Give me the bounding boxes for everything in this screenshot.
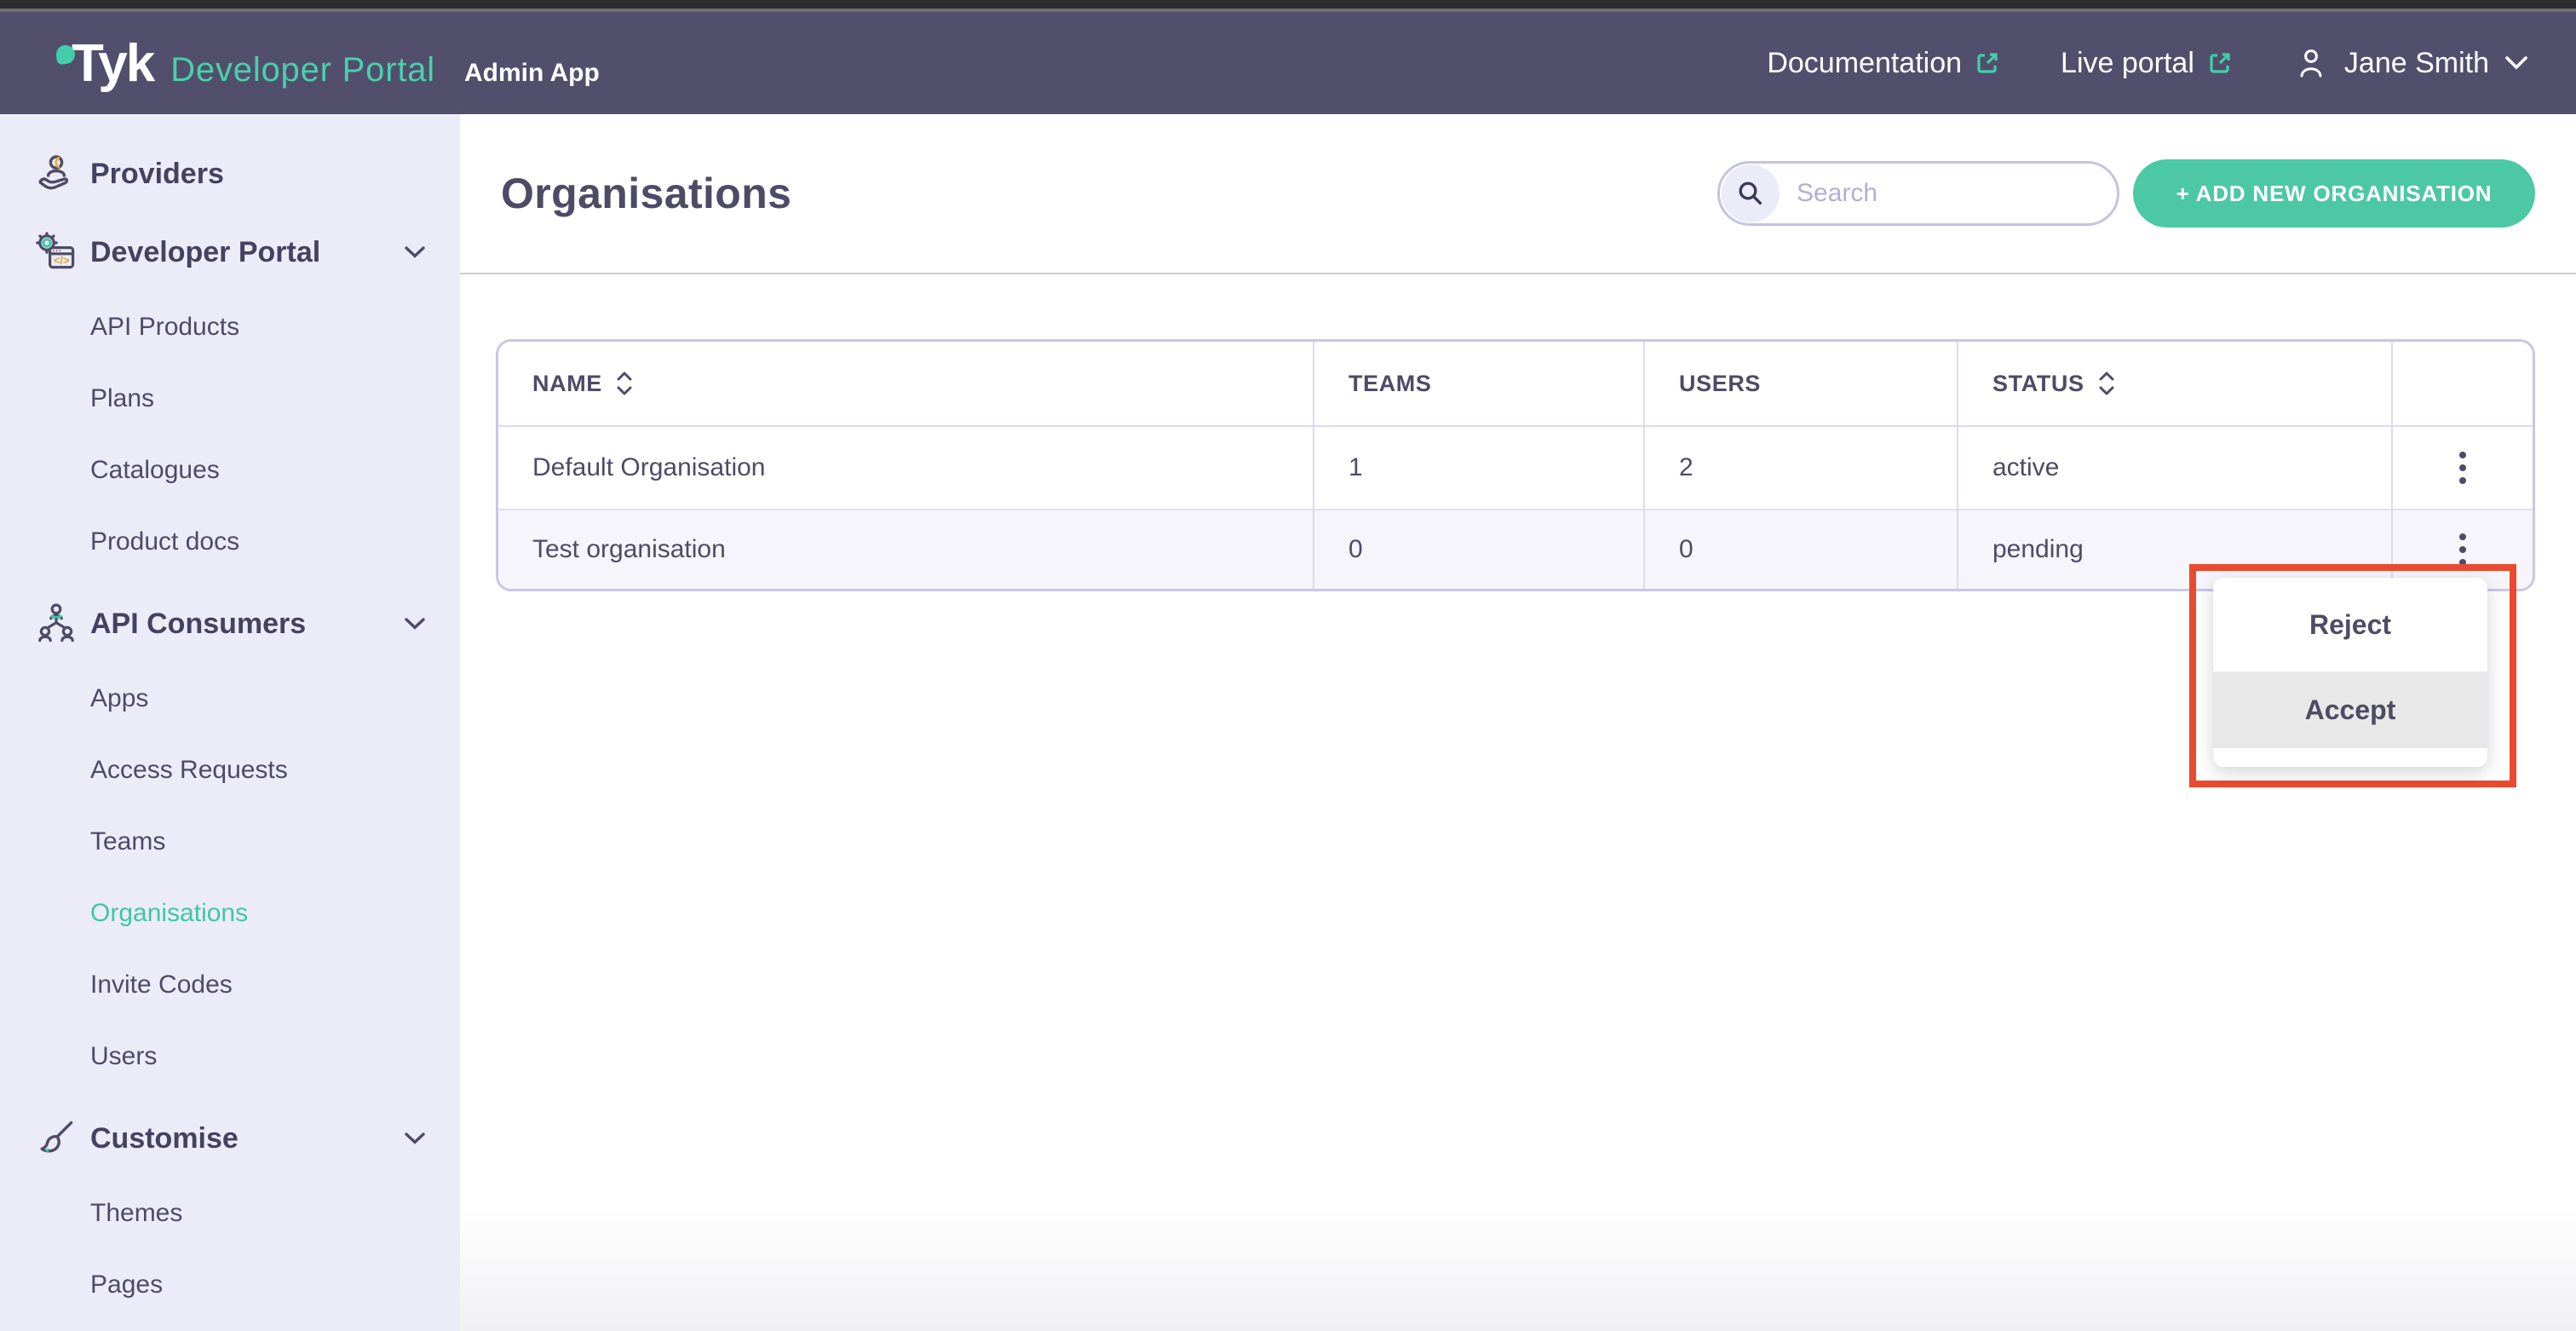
search-icon bbox=[1722, 164, 1780, 222]
developer-portal-icon: </> bbox=[26, 229, 87, 275]
table-row-cell-actions bbox=[2393, 510, 2533, 589]
sidebar-item-providers[interactable]: Providers bbox=[0, 135, 460, 213]
sidebar-item-teams[interactable]: Teams bbox=[90, 827, 166, 856]
brand-product: Developer Portal bbox=[170, 50, 435, 89]
sidebar-item-invite-codes[interactable]: Invite Codes bbox=[90, 971, 233, 999]
live-portal-label: Live portal bbox=[2061, 46, 2194, 79]
row-actions-kebab-button[interactable] bbox=[2449, 441, 2476, 494]
sidebar-item-label: Developer Portal bbox=[90, 235, 321, 268]
providers-icon bbox=[26, 151, 87, 197]
row-context-menu: Reject Accept bbox=[2213, 578, 2487, 767]
search-input[interactable] bbox=[1780, 179, 2117, 208]
sidebar-item-label: Customise bbox=[90, 1121, 239, 1155]
chevron-down-icon bbox=[2504, 55, 2528, 71]
window-chrome-strip bbox=[0, 0, 2576, 12]
sidebar-item-plans[interactable]: Plans bbox=[90, 384, 155, 412]
sidebar-item-access-requests[interactable]: Access Requests bbox=[90, 756, 288, 784]
column-header-status[interactable]: STATUS bbox=[1958, 342, 2393, 427]
content-header: Organisations + ADD NEW ORGANISATION bbox=[460, 114, 2576, 274]
live-portal-link[interactable]: Live portal bbox=[2061, 47, 2232, 80]
app-header: Tyk Developer Portal Admin App Documenta… bbox=[0, 12, 2576, 114]
table-row-cell-users: 0 bbox=[1645, 510, 1958, 589]
column-header-actions bbox=[2393, 342, 2533, 427]
table-row-cell-users: 2 bbox=[1645, 427, 1958, 510]
sidebar-item-customise[interactable]: Customise bbox=[0, 1099, 460, 1178]
sort-icon[interactable] bbox=[616, 370, 633, 397]
table-row-cell-name: Test organisation bbox=[498, 510, 1314, 589]
sidebar-item-product-docs[interactable]: Product docs bbox=[90, 527, 240, 556]
sidebar-item-themes[interactable]: Themes bbox=[90, 1199, 183, 1227]
tyk-logo[interactable]: Tyk Developer Portal Admin App bbox=[55, 33, 600, 94]
table-row-cell-teams: 1 bbox=[1314, 427, 1645, 510]
user-name: Jane Smith bbox=[2343, 46, 2489, 79]
status-badge: pending bbox=[1992, 535, 2084, 563]
main-content: Organisations + ADD NEW ORGANISATION NAM… bbox=[460, 114, 2576, 1331]
search-box bbox=[1717, 161, 2119, 226]
external-link-icon bbox=[1975, 51, 1999, 75]
status-badge: active bbox=[1992, 453, 2060, 481]
table-row-cell-actions bbox=[2393, 427, 2533, 510]
page-title: Organisations bbox=[501, 170, 792, 217]
user-icon bbox=[2293, 46, 2329, 80]
documentation-label: Documentation bbox=[1767, 46, 1963, 79]
sidebar-item-pages[interactable]: Pages bbox=[90, 1270, 164, 1299]
table-row-cell-name: Default Organisation bbox=[498, 427, 1314, 510]
sidebar-item-organisations[interactable]: Organisations bbox=[90, 899, 249, 927]
documentation-link[interactable]: Documentation bbox=[1767, 47, 1999, 80]
brand-name: Tyk bbox=[72, 33, 155, 93]
sort-icon[interactable] bbox=[2098, 370, 2115, 397]
api-consumers-icon bbox=[26, 601, 87, 647]
user-menu[interactable]: Jane Smith bbox=[2293, 46, 2528, 80]
header-actions: + ADD NEW ORGANISATION bbox=[1717, 159, 2535, 228]
sidebar-item-users[interactable]: Users bbox=[90, 1042, 158, 1070]
app-label: Admin App bbox=[463, 58, 600, 87]
sidebar: Providers </> Developer Portal API Produ… bbox=[0, 114, 460, 1331]
header-right: Documentation Live portal bbox=[1767, 46, 2528, 80]
customise-icon bbox=[26, 1115, 87, 1161]
column-header-users: USERS bbox=[1645, 342, 1958, 427]
sidebar-item-label: Providers bbox=[90, 157, 224, 190]
sidebar-item-label: API Consumers bbox=[90, 607, 307, 640]
table-row-cell-status: pending bbox=[1958, 510, 2393, 589]
chevron-down-icon bbox=[404, 617, 426, 631]
row-actions-kebab-button[interactable] bbox=[2449, 523, 2476, 576]
add-new-organisation-button[interactable]: + ADD NEW ORGANISATION bbox=[2133, 159, 2535, 228]
sidebar-item-developer-portal[interactable]: </> Developer Portal bbox=[0, 213, 460, 291]
external-link-icon bbox=[2208, 51, 2232, 75]
chevron-down-icon bbox=[404, 1132, 426, 1145]
sidebar-item-api-consumers[interactable]: API Consumers bbox=[0, 585, 460, 663]
svg-text:</>: </> bbox=[54, 254, 70, 267]
column-header-name[interactable]: NAME bbox=[498, 342, 1314, 427]
context-menu-item-reject[interactable]: Reject bbox=[2309, 608, 2392, 640]
table-row-cell-teams: 0 bbox=[1314, 510, 1645, 589]
sidebar-item-catalogues[interactable]: Catalogues bbox=[90, 456, 220, 484]
chevron-down-icon bbox=[404, 245, 426, 259]
column-header-teams: TEAMS bbox=[1314, 342, 1645, 427]
sidebar-item-apps[interactable]: Apps bbox=[90, 684, 149, 712]
organisations-table: NAME TEAMS USERS STATUS Def bbox=[496, 339, 2535, 591]
table-row-cell-status: active bbox=[1958, 427, 2393, 510]
context-menu-item-accept[interactable]: Accept bbox=[2213, 671, 2487, 748]
sidebar-item-api-products[interactable]: API Products bbox=[90, 313, 240, 341]
